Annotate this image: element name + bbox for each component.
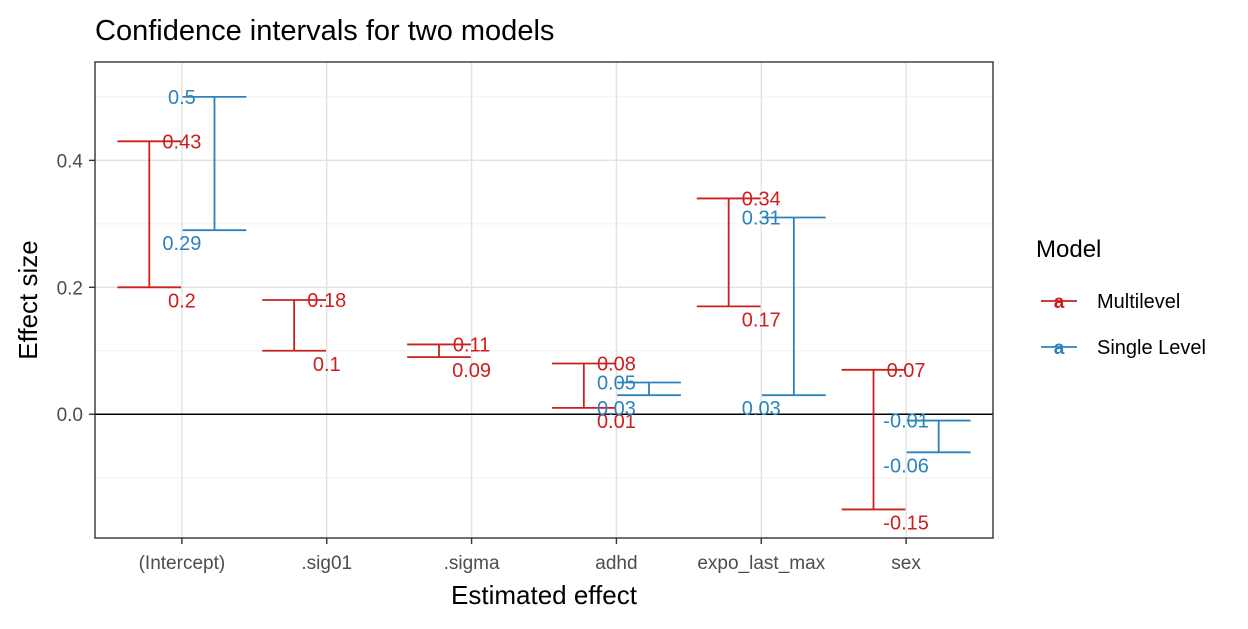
y-tick-label: 0.0 <box>57 405 83 426</box>
legend: a Multilevel a Single Level <box>1041 291 1206 359</box>
legend-key-glyph: a <box>1054 338 1065 359</box>
x-tick-label: .sigma <box>444 553 500 574</box>
legend-label: Multilevel <box>1097 291 1180 313</box>
legend-title: Model <box>1036 236 1101 263</box>
lower-value-label: 0.2 <box>168 290 196 312</box>
lower-value-label: 0.03 <box>597 398 636 420</box>
y-tick-label: 0.2 <box>57 278 83 299</box>
series-multilevel: 0.43 0.2 0.18 0.1 0.11 0.09 0.08 0.01 0.34 0.17 0.… <box>117 131 929 534</box>
y-axis-label: Effect size <box>13 240 43 359</box>
plot-panel <box>95 62 993 538</box>
panel-border <box>94 61 994 539</box>
x-tick-label: (Intercept) <box>139 553 226 574</box>
lower-value-label: 0.1 <box>313 354 341 376</box>
x-tick-label: sex <box>891 553 921 574</box>
series-single-level: 0.5 0.29 0.05 0.03 0.31 0.03 -0.01 -0.06 <box>162 87 971 477</box>
lower-value-label: 0.29 <box>162 233 201 255</box>
y-tick-label: 0.4 <box>57 151 84 172</box>
x-axis-label: Estimated effect <box>451 580 638 610</box>
lower-value-label: 0.03 <box>742 398 781 420</box>
upper-value-label: 0.11 <box>453 334 490 356</box>
lower-value-label: 0.09 <box>452 360 491 382</box>
upper-value-label: 0.08 <box>597 353 636 375</box>
lower-value-label: 0.01 <box>597 411 636 433</box>
legend-label: Single Level <box>1097 337 1206 359</box>
lower-value-label: -0.06 <box>883 455 929 477</box>
x-tick-label: adhd <box>595 553 637 574</box>
upper-value-label: 0.18 <box>307 290 346 312</box>
upper-value-label: 0.34 <box>742 188 781 210</box>
upper-value-label: -0.01 <box>883 411 929 433</box>
chart-title: Confidence intervals for two models <box>95 15 554 47</box>
upper-value-label: 0.43 <box>162 131 201 153</box>
upper-value-label: 0.05 <box>597 373 636 395</box>
upper-value-label: 0.31 <box>742 207 781 229</box>
upper-value-label: 0.07 <box>887 360 926 382</box>
lower-value-label: -0.15 <box>883 512 929 534</box>
upper-value-label: 0.5 <box>168 87 196 109</box>
lower-value-label: 0.17 <box>742 309 781 331</box>
legend-key-glyph: a <box>1054 292 1065 313</box>
x-tick-label: expo_last_max <box>697 553 825 574</box>
x-tick-label: .sig01 <box>301 553 352 574</box>
